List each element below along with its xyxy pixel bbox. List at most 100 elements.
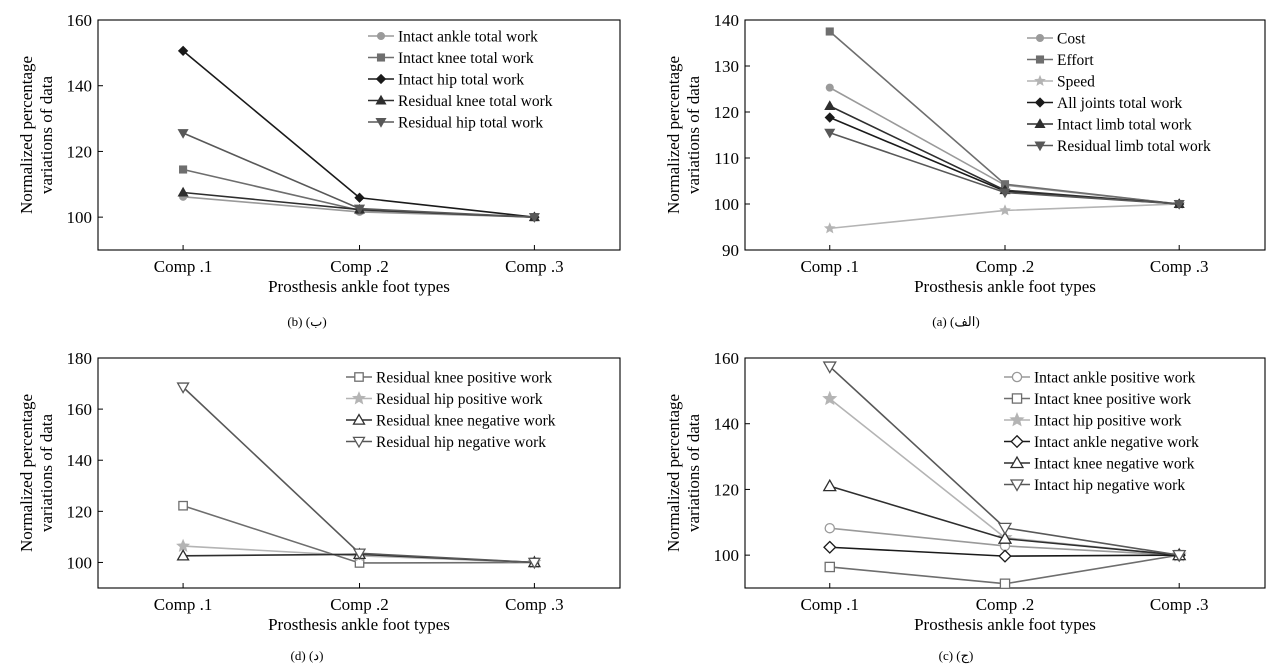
data-point [997,531,1013,544]
legend-marker [1034,74,1046,86]
x-tick-label: Comp .2 [330,257,389,276]
panel-caption: (a) (الف) [932,314,979,329]
data-point [824,522,836,534]
legend-item: Intact ankle positive work [1004,370,1196,387]
x-axis-label: Prosthesis ankle foot types [268,615,450,634]
y-tick-label: 160 [67,11,93,30]
legend-marker [1035,33,1045,43]
legend-marker [376,31,386,41]
data-point [824,561,836,573]
y-tick-label: 140 [67,451,93,470]
data-point [179,165,188,174]
legend-marker [352,413,366,425]
data-point [997,522,1013,536]
y-tick-label: 140 [714,415,740,434]
x-tick-label: Comp .3 [505,595,564,614]
legend-item: Intact hip total work [368,72,524,89]
y-axis-label: Normalized percentage variations of data [17,56,56,214]
legend-marker [1009,412,1025,427]
legend-label: Intact ankle positive work [1034,370,1196,387]
legend-label: Residual hip positive work [376,391,543,408]
y-axis-label: Normalized percentage variations of data [664,56,703,214]
y-tick-label: 100 [67,208,93,227]
legend-item: Intact hip positive work [1004,412,1182,430]
chart-panel-b: 100 120 140 160 Comp .1 Comp .2 Comp .3 Prosthe… [17,11,621,329]
legend-item: Residual hip positive work [346,391,543,408]
legend-label: Residual hip total work [398,115,543,132]
legend-marker [1035,55,1045,64]
chart-panel-c: 100 120 140 160 Comp .1 Comp .2 Comp .3 Prosthe… [664,349,1266,664]
legend: Intact ankle total work Intact knee total… [368,29,553,132]
data-point [822,361,837,374]
y-tick-label: 90 [722,241,739,260]
data-point [822,390,838,406]
legend: Intact ankle positive work Intact knee po… [1004,370,1199,494]
y-tick-label: 120 [67,142,93,161]
legend-marker [352,436,366,449]
legend-marker [1011,371,1023,383]
series-residual-limb-total-work [824,128,1185,210]
y-tick-label: 120 [714,103,740,122]
legend-label: Residual limb total work [1057,138,1211,155]
data-point [352,548,367,561]
legend-marker [1034,97,1046,108]
x-tick-label: Comp .3 [1150,257,1209,276]
series-speed [823,197,1186,234]
y-tick-label: 140 [67,77,93,96]
legend-item: Residual knee positive work [346,370,552,387]
legend-item: Residual limb total work [1027,138,1211,155]
y-axis-label-line: variations of data [37,414,56,532]
y-axis-label-line: variations of data [37,76,56,194]
y-axis-label: Normalized percentage variations of data [664,394,703,552]
legend-item: Intact ankle negative work [1004,434,1199,451]
legend-item: All joints total work [1027,95,1183,112]
legend-label: All joints total work [1057,95,1183,112]
series-intact-hip-total-work [177,45,540,223]
x-tick-label: Comp .2 [330,595,389,614]
legend-label: Intact ankle total work [398,29,538,46]
series-residual-hip-total-work [177,129,540,223]
data-point [177,129,189,139]
y-tick-label: 120 [67,502,93,521]
data-point [823,222,836,234]
y-tick-label: 110 [714,149,739,168]
legend-marker [1010,434,1024,449]
data-point [176,382,190,394]
series-residual-hip-negative-work [176,382,541,570]
y-axis-label-line: variations of data [684,414,703,532]
data-point [999,578,1011,589]
legend-marker [376,53,386,62]
series-intact-hip-negative-work [822,361,1187,563]
legend-label: Cost [1057,31,1086,48]
legend-marker [1034,118,1046,128]
data-point [999,188,1011,199]
legend-label: Intact limb total work [1057,117,1192,134]
legend-marker [1009,479,1025,492]
x-axis-label: Prosthesis ankle foot types [914,615,1096,634]
legend-item: Effort [1027,52,1094,69]
chart-panel-a: 90 100 110 120 130 140 Comp .1 Comp .2 Comp .3 Pr… [664,11,1266,329]
x-tick-label: Comp .3 [505,257,564,276]
x-tick-label: Comp .2 [976,257,1035,276]
y-axis-label-line: Normalized percentage [17,56,36,214]
data-point [823,540,837,554]
data-point [824,128,836,139]
y-tick-label: 160 [714,349,740,368]
data-point [176,549,190,561]
data-point [354,192,365,203]
legend-item: Residual knee negative work [346,413,556,430]
y-tick-label: 130 [714,57,740,76]
data-point [824,100,836,110]
legend-item: Intact hip negative work [1004,477,1185,494]
chart-panel-d: 100 120 140 160 180 Comp .1 Comp .2 Comp .3 Pros… [17,349,621,663]
legend-label: Intact hip total work [398,72,524,89]
legend: Residual knee positive work Residual hip … [346,370,556,451]
legend-marker [352,391,366,405]
series-line [182,132,535,218]
legend-label: Intact knee total work [398,50,534,67]
x-tick-label: Comp .2 [976,595,1035,614]
y-tick-label: 100 [714,195,740,214]
data-point [825,27,834,36]
legend-label: Intact knee negative work [1034,456,1195,473]
